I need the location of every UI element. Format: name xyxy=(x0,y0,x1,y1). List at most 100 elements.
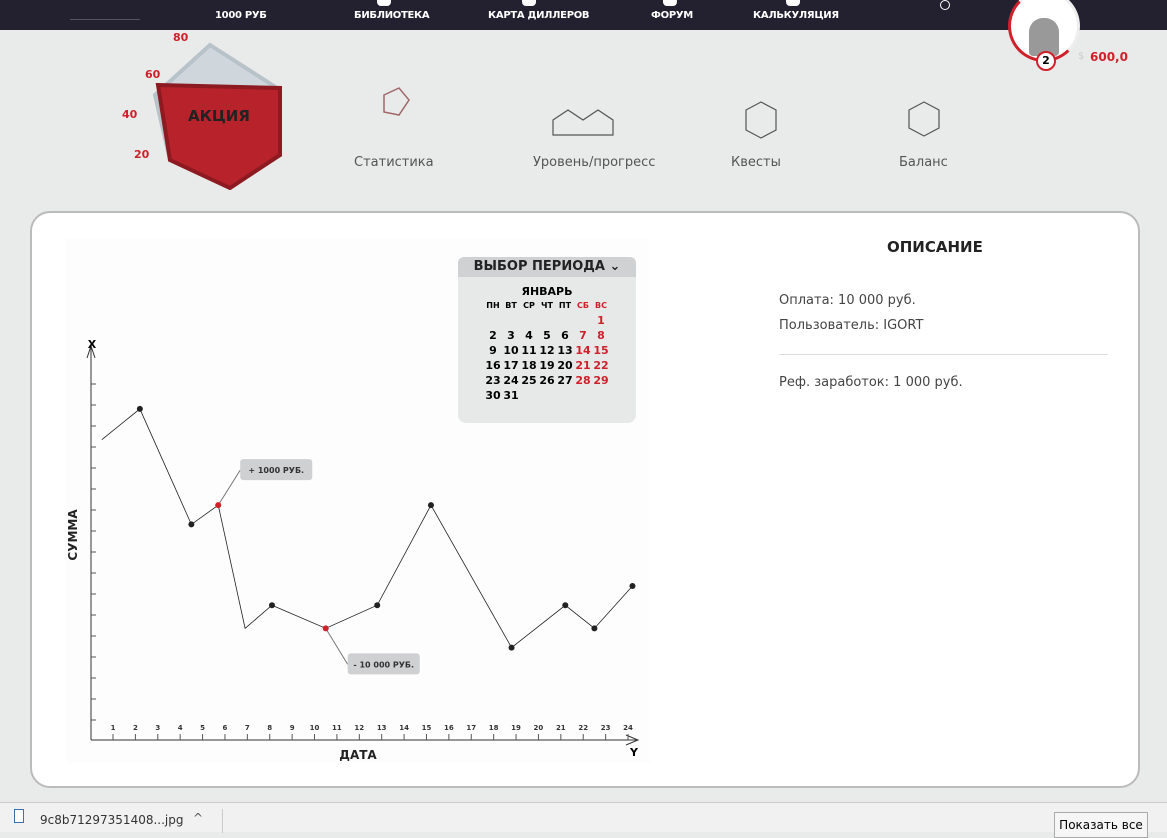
x-tick-label: 14 xyxy=(399,724,409,732)
weekday-header: ВС xyxy=(595,301,607,310)
calendar-day[interactable]: 27 xyxy=(557,374,573,387)
calendar-day[interactable]: 23 xyxy=(485,374,501,387)
promo-flask[interactable]: 80 60 40 20 АКЦИЯ xyxy=(122,31,320,190)
calendar-day[interactable]: 12 xyxy=(539,344,555,357)
chevron-down-icon: ⌄ xyxy=(609,259,621,274)
calendar-day[interactable]: 7 xyxy=(579,329,587,342)
x-tick-label: 12 xyxy=(354,724,364,732)
empty-cell xyxy=(520,313,538,328)
x-tick-label: 10 xyxy=(310,724,320,732)
molecule-icon xyxy=(383,87,410,116)
calendar-day[interactable]: 21 xyxy=(575,359,591,372)
period-picker[interactable]: ВЫБОР ПЕРИОДА ⌄ ЯНВАРЬ ПН ВТ СР ЧТ ПТ СБ ВС 1 2 3… xyxy=(458,257,636,423)
weekday-header: ПТ xyxy=(558,301,572,310)
empty-cell xyxy=(484,313,502,328)
x-tick-label: 23 xyxy=(601,724,611,732)
divider xyxy=(779,354,1108,355)
nav-calculation[interactable]: КАЛЬКУЛЯЦИЯ xyxy=(753,10,839,21)
x-tick-label: 18 xyxy=(489,724,499,732)
scale-tick: 80 xyxy=(173,31,189,44)
data-point xyxy=(136,405,143,412)
calendar-day[interactable]: 14 xyxy=(575,344,591,357)
calendar-day[interactable]: 20 xyxy=(557,359,573,372)
calendar-day[interactable]: 6 xyxy=(561,329,569,342)
calendar-day[interactable]: 11 xyxy=(521,344,537,357)
data-point xyxy=(591,625,598,632)
scale-tick: 20 xyxy=(134,148,150,161)
calendar-day[interactable]: 2 xyxy=(489,329,497,342)
calendar-day[interactable]: 18 xyxy=(521,359,537,372)
calendar-day[interactable]: 17 xyxy=(503,359,519,372)
calendar-day[interactable]: 10 xyxy=(503,344,519,357)
empty-cell xyxy=(556,313,574,328)
flask-icon xyxy=(152,42,282,190)
menu-quests[interactable]: Квесты xyxy=(731,80,871,170)
menu-statistics[interactable]: Статистика xyxy=(354,80,494,170)
y-axis-letter: X xyxy=(88,338,97,351)
x-tick-label: 9 xyxy=(290,724,295,732)
calendar-day[interactable]: 15 xyxy=(593,344,609,357)
period-dropdown[interactable]: ВЫБОР ПЕРИОДА ⌄ xyxy=(458,257,636,277)
calendar-day[interactable]: 19 xyxy=(539,359,555,372)
calendar-day[interactable]: 1 xyxy=(597,314,605,327)
x-tick-label: 7 xyxy=(245,724,250,732)
download-item[interactable]: 9c8b71297351408...jpg xyxy=(40,813,184,827)
calendar-day[interactable]: 5 xyxy=(543,329,551,342)
calendar-day[interactable]: 13 xyxy=(557,344,573,357)
x-tick-label: 21 xyxy=(556,724,566,732)
logo-icon[interactable] xyxy=(70,0,140,20)
calendar-day[interactable]: 29 xyxy=(593,374,609,387)
line-chart: 1 2 3 4 5 6 7 8 9 10 11 12 13 14 15 16 17 18 19 20 21 22 23 24Д… xyxy=(66,338,640,762)
x-tick-label: 17 xyxy=(466,724,476,732)
x-tick-label: 22 xyxy=(578,724,588,732)
x-tick-label: 19 xyxy=(511,724,521,732)
calendar-day[interactable]: 26 xyxy=(539,374,555,387)
annotation-box xyxy=(347,653,420,675)
divider xyxy=(222,809,223,833)
weekday-header: ПН xyxy=(486,301,500,310)
empty-cell xyxy=(538,313,556,328)
user-text: Пользователь: IGORT xyxy=(779,318,924,333)
empty-cell xyxy=(502,313,520,328)
show-all-button[interactable]: Показать все xyxy=(1054,812,1148,838)
top-nav: 1000 РУБ БИБЛИОТЕКА КАРТА ДИЛЛЕРОВ ФОРУМ… xyxy=(0,0,1167,30)
calendar-day[interactable]: 30 xyxy=(485,389,501,402)
calendar-day[interactable]: 9 xyxy=(489,344,497,357)
x-tick-label: 16 xyxy=(444,724,454,732)
annotation-label: + 1000 РУБ. xyxy=(248,466,304,475)
notification-badge[interactable]: 2 xyxy=(1036,51,1056,71)
nav-dealer-map[interactable]: КАРТА ДИЛЛЕРОВ xyxy=(488,10,590,21)
molecule-icon xyxy=(552,109,614,136)
nav-library[interactable]: БИБЛИОТЕКА xyxy=(354,10,430,21)
series-line xyxy=(101,408,633,649)
calendar-day[interactable]: 28 xyxy=(575,374,591,387)
calendar-day[interactable]: 31 xyxy=(503,389,519,402)
x-tick-label: 4 xyxy=(178,724,183,732)
x-axis-arrow xyxy=(625,734,640,746)
calendar-day[interactable]: 24 xyxy=(503,374,519,387)
calendar-month: ЯНВАРЬ xyxy=(521,285,573,298)
calendar-day[interactable]: 4 xyxy=(525,329,533,342)
calendar-day[interactable]: 3 xyxy=(507,329,515,342)
chevron-up-icon[interactable]: ^ xyxy=(193,811,204,825)
user-balance: 600,0 xyxy=(1090,50,1128,64)
calculator-icon xyxy=(786,0,800,6)
avatar-icon xyxy=(1029,18,1059,56)
map-icon xyxy=(522,0,536,6)
x-tick-label: 15 xyxy=(422,724,432,732)
menu-level-progress[interactable]: Уровень/прогресс xyxy=(533,80,673,170)
user-avatar[interactable]: 2 xyxy=(1008,0,1080,71)
search-icon[interactable] xyxy=(940,0,950,10)
library-icon xyxy=(377,0,391,6)
x-axis-label: ДАТА xyxy=(339,748,377,762)
data-point xyxy=(188,521,195,528)
calendar-day[interactable]: 8 xyxy=(597,329,605,342)
calendar-day[interactable]: 22 xyxy=(593,359,609,372)
calendar-day[interactable]: 16 xyxy=(485,359,501,372)
y-axis-label: СУММА xyxy=(66,509,80,561)
data-point xyxy=(629,583,636,589)
calendar-day[interactable]: 25 xyxy=(521,374,537,387)
nav-forum[interactable]: ФОРУМ xyxy=(651,10,693,21)
menu-balance[interactable]: Баланс xyxy=(899,80,1039,170)
description-title: ОПИСАНИЕ xyxy=(887,238,983,256)
